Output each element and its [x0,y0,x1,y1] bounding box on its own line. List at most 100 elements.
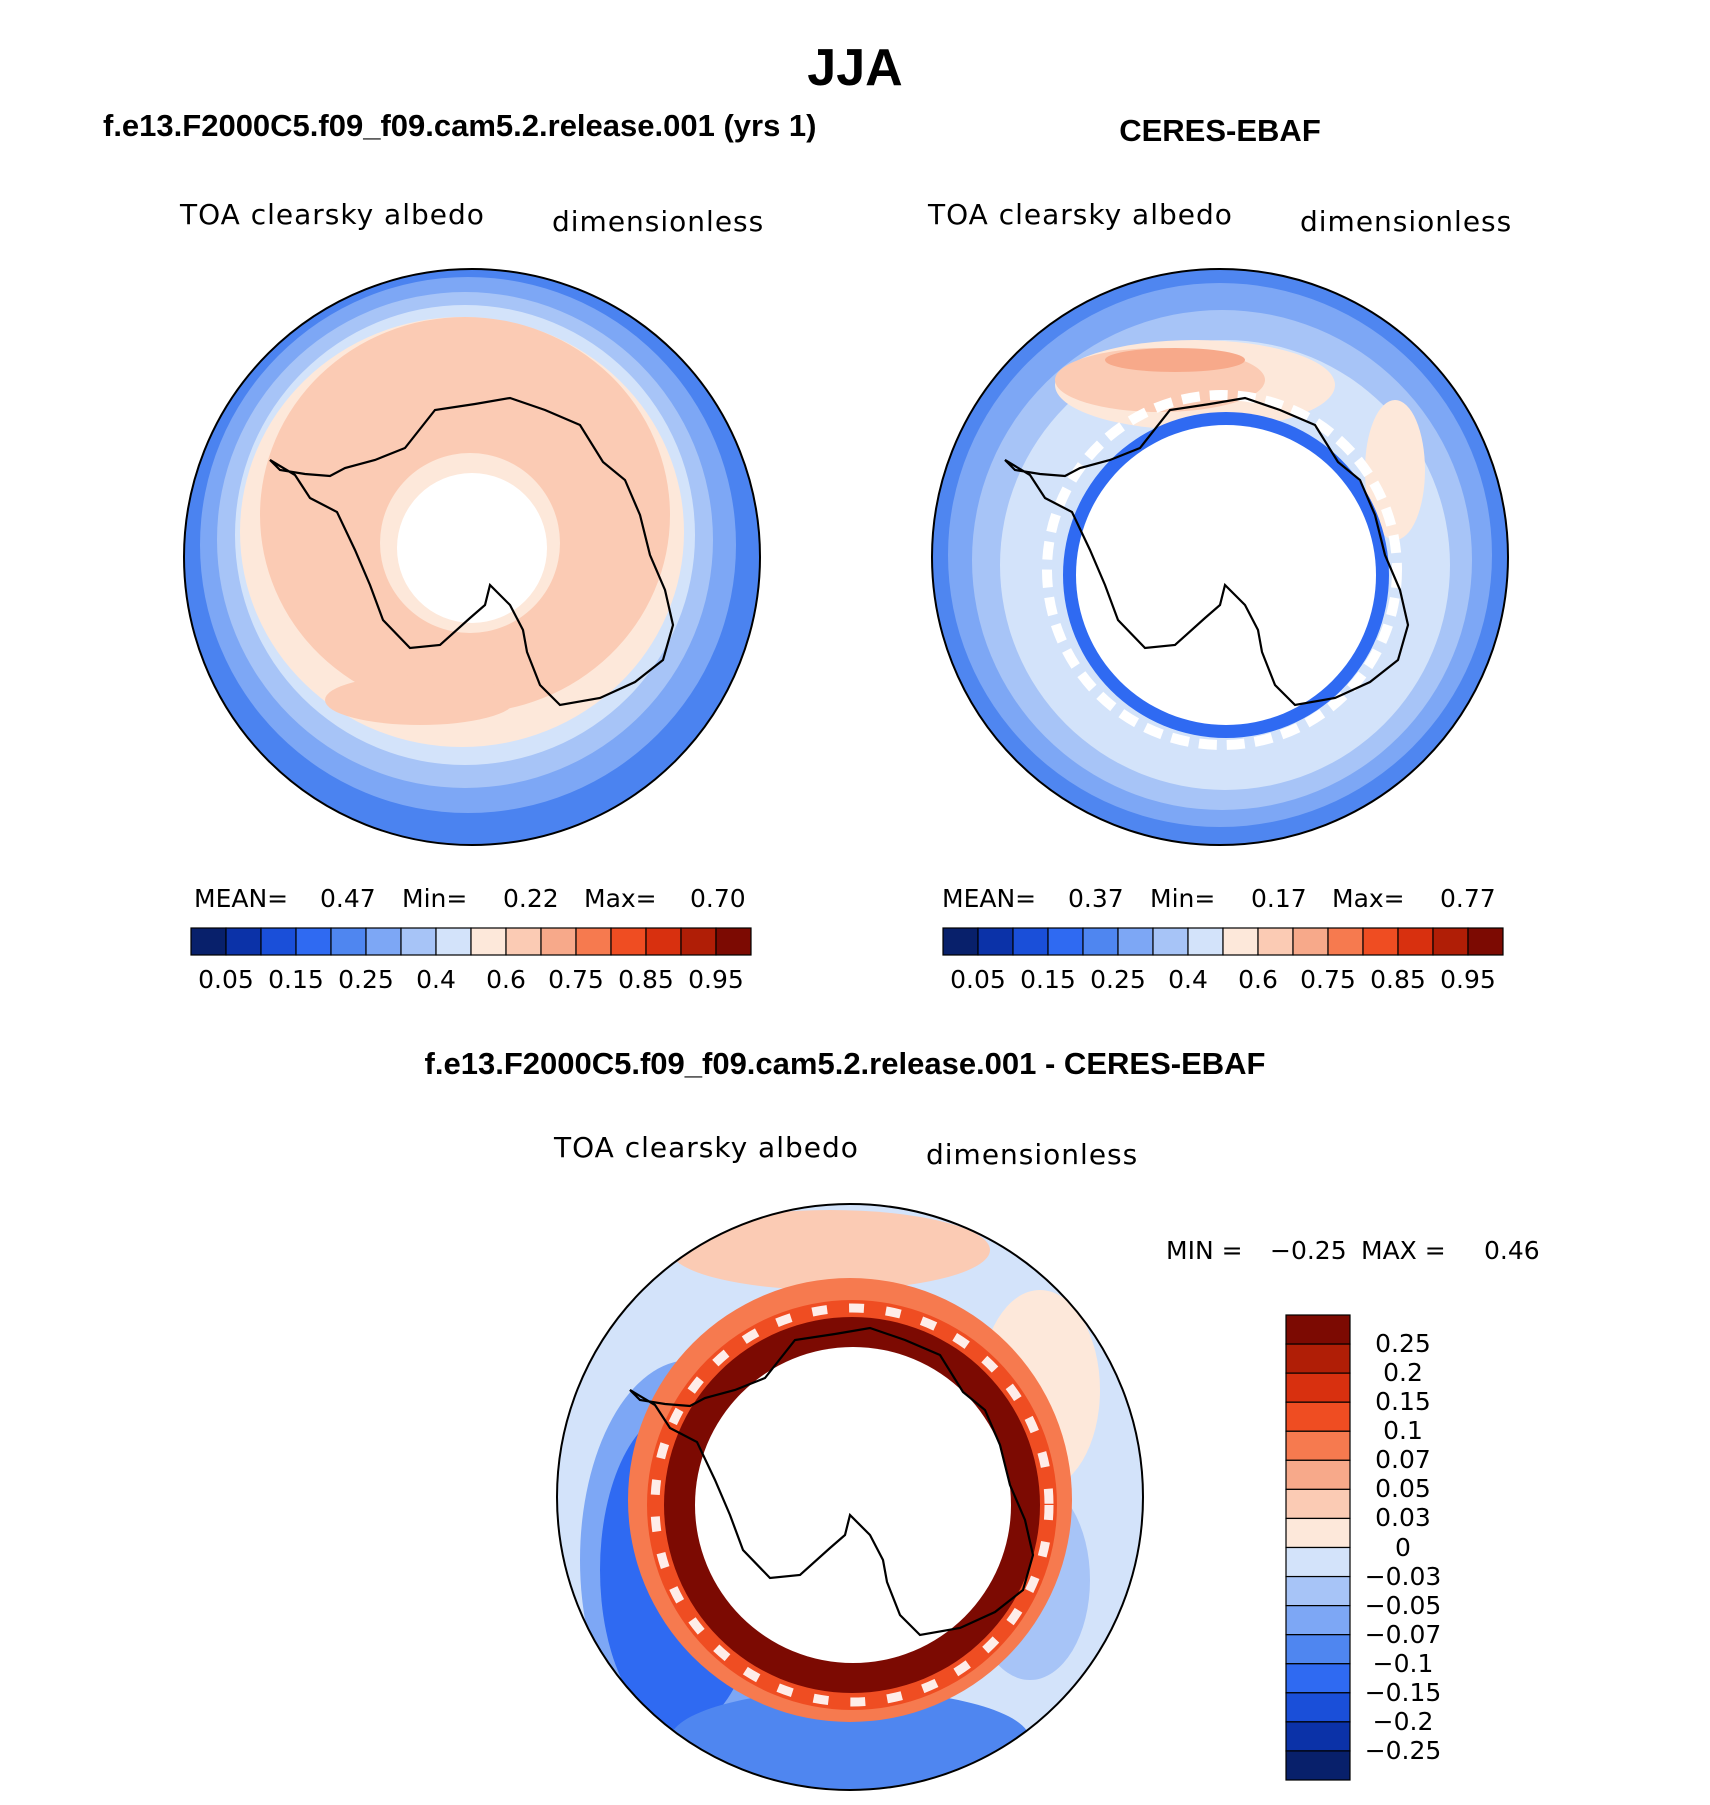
map-panel-2 [932,269,1508,845]
colorbar-swatch [435,927,472,956]
colorbar-swatch [400,927,437,956]
panel-1-max: 0.70 [690,884,746,913]
colorbar-3-tick-label: −0.15 [1364,1677,1442,1707]
colorbar-swatch [1012,927,1049,956]
colorbar-swatch [1285,1343,1351,1374]
colorbar-swatch [540,927,577,956]
panel-2-units: dimensionless [1300,205,1513,238]
colorbar-1-tick-label: 0.15 [268,965,324,994]
panel-2-mean-label: MEAN= [942,884,1037,913]
colorbar-swatch [1082,927,1119,956]
colorbar-2-tick-label: 0.75 [1300,965,1356,994]
colorbar-swatch [1285,1430,1351,1461]
colorbar-swatch [575,927,612,956]
colorbar-3-tick-label: −0.03 [1364,1561,1442,1591]
colorbar-swatch [1285,1721,1351,1752]
colorbar-2-tick-label: 0.25 [1090,965,1146,994]
colorbar-3-tick-label: −0.2 [1372,1706,1434,1736]
panel-3-min: −0.25 [1270,1236,1347,1265]
colorbar-swatch [1285,1634,1351,1665]
colorbar-3-tick-label: 0.05 [1375,1474,1431,1504]
colorbar-swatch [645,927,682,956]
panel-3-title: f.e13.F2000C5.f09_f09.cam5.2.release.001… [424,1046,1266,1081]
panel-2-min-label: Min= [1150,884,1216,913]
panel-1-mean-label: MEAN= [194,884,289,913]
colorbar-swatch [715,927,752,956]
colorbar-3-tick-label: −0.25 [1364,1735,1442,1765]
colorbar-3-tick-label: −0.05 [1364,1590,1442,1620]
colorbar-swatch [1117,927,1154,956]
colorbar-swatch [680,927,717,956]
map-panel-3 [557,1204,1143,1790]
panel-3-max: 0.46 [1484,1236,1540,1265]
colorbar-2-tick-label: 0.95 [1440,965,1496,994]
colorbar-swatch [1292,927,1329,956]
colorbar-swatch [1285,1750,1351,1781]
panel-2-max-label: Max= [1332,884,1405,913]
panel-3-variable: TOA clearsky albedo [554,1131,859,1164]
colorbar-swatch [1047,927,1084,956]
colorbar-swatch [977,927,1014,956]
panel-2-max: 0.77 [1440,884,1496,913]
colorbar-swatch [365,927,402,956]
colorbar-swatch [1285,1575,1351,1607]
colorbar-1-tick-label: 0.75 [548,965,604,994]
colorbar-swatch [1327,927,1364,956]
colorbar-2-tick-label: 0.85 [1370,965,1426,994]
colorbar-swatch [1285,1517,1351,1549]
colorbar-swatch [610,927,647,956]
colorbar-swatch [225,927,262,956]
colorbar-swatch [1285,1459,1351,1490]
colorbar-swatch [330,927,367,956]
panel-2-title: CERES-EBAF [1119,113,1321,148]
colorbar-swatch [1152,927,1189,956]
panel-1-units: dimensionless [552,205,765,238]
colorbar-swatch [1285,1692,1351,1723]
colorbar-2-tick-label: 0.4 [1168,965,1208,994]
colorbar-swatch [505,927,542,956]
colorbar-3-tick-label: −0.07 [1364,1619,1442,1649]
colorbar-swatch [1187,927,1224,956]
panel-3-units: dimensionless [926,1138,1139,1171]
colorbar-1-tick-label: 0.05 [198,965,254,994]
panel-1-max-label: Max= [584,884,657,913]
colorbar-2-tick-label: 0.05 [950,965,1006,994]
colorbar-1-tick-label: 0.95 [688,965,744,994]
panel-1-min-label: Min= [402,884,468,913]
panel-3-max-label: MAX = [1361,1236,1446,1265]
colorbar-2-tick-label: 0.15 [1020,965,1076,994]
map-panel-1-border [183,268,761,846]
colorbar-1 [190,927,752,956]
colorbar-swatch [1285,1314,1351,1345]
colorbar-swatch [1285,1401,1351,1432]
colorbar-1-tick-label: 0.6 [486,965,526,994]
panel-3-min-label: MIN = [1166,1236,1243,1265]
colorbar-swatch [1432,927,1469,956]
colorbar-swatch [1257,927,1294,956]
colorbar-swatch [1467,927,1504,956]
colorbar-swatch [1222,927,1259,956]
colorbar-3-tick-label: 0.2 [1383,1358,1423,1388]
panel-1-mean: 0.47 [320,884,376,913]
colorbar-3-tick-label: −0.1 [1372,1648,1434,1678]
colorbar-3-tick-label: 0.25 [1375,1329,1431,1359]
colorbar-3-tick-label: 0.07 [1375,1445,1431,1475]
colorbar-swatch [295,927,332,956]
colorbar-2 [942,927,1504,956]
main-title: JJA [807,39,903,97]
colorbar-swatch [190,927,227,956]
colorbar-1-tick-label: 0.85 [618,965,674,994]
panel-1-min: 0.22 [503,884,559,913]
map-panel-3-border [556,1203,1144,1791]
colorbar-1-tick-label: 0.4 [416,965,456,994]
colorbar-swatch [1285,1605,1351,1636]
colorbar-swatch [1285,1546,1351,1578]
colorbar-swatch [1362,927,1399,956]
colorbar-swatch [942,927,979,956]
panel-2-min: 0.17 [1251,884,1307,913]
colorbar-3-tick-label: 0.1 [1383,1416,1423,1446]
panel-1-title: f.e13.F2000C5.f09_f09.cam5.2.release.001… [103,108,817,143]
panel-1-variable: TOA clearsky albedo [180,198,485,231]
colorbar-swatch [470,927,507,956]
